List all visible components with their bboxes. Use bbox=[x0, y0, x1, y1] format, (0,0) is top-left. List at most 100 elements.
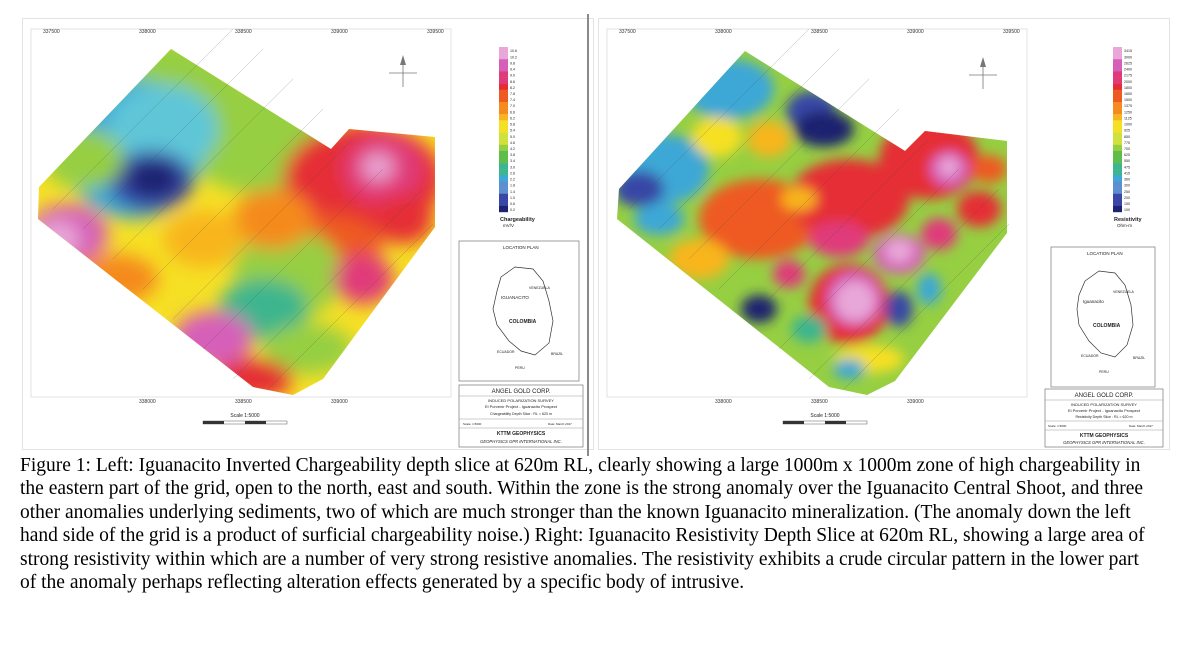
x-tick: 339000 bbox=[907, 399, 924, 405]
north-arrow-icon bbox=[969, 57, 997, 89]
x-tick: 339000 bbox=[331, 399, 348, 405]
legend-swatch bbox=[1113, 71, 1122, 78]
legend-value: 7.8 bbox=[510, 92, 515, 96]
legend-swatch bbox=[499, 108, 508, 115]
legend-value: 5.8 bbox=[510, 123, 515, 127]
legend-value: 4.6 bbox=[510, 141, 515, 145]
contractor-name: KTTM GEOPHYSICS bbox=[1080, 433, 1129, 439]
legend-value: 3000 bbox=[1124, 55, 1132, 59]
legend-swatch bbox=[1113, 83, 1122, 90]
legend-value: 1800 bbox=[1124, 86, 1132, 90]
legend-value: 3.0 bbox=[510, 165, 515, 169]
legend-swatch bbox=[499, 47, 508, 54]
legend-value: 5.0 bbox=[510, 135, 515, 139]
contractor-name: KTTM GEOPHYSICS bbox=[497, 431, 546, 437]
legend-swatch bbox=[1113, 108, 1122, 115]
legend-value: 200 bbox=[1124, 196, 1130, 200]
legend-value: 9.0 bbox=[510, 74, 515, 78]
chargeability-map-panel: 337500 338000 338500 339000 339500 33800… bbox=[22, 18, 594, 450]
date-text: Date: March 2017 bbox=[1129, 424, 1153, 428]
legend-value: 150 bbox=[1124, 202, 1130, 206]
legend-swatch bbox=[499, 65, 508, 72]
legend-value: 1.4 bbox=[510, 190, 515, 194]
date-text: Date: March 2017 bbox=[548, 422, 572, 426]
legend-swatch bbox=[1113, 77, 1122, 84]
legend-title: Resistivity bbox=[1114, 217, 1142, 223]
scale-text: Scale: 1:5000 bbox=[1048, 424, 1067, 428]
legend-value: 1.0 bbox=[510, 196, 515, 200]
legend-swatch bbox=[499, 193, 508, 200]
legend-value: 0.2 bbox=[510, 208, 515, 212]
x-tick: 339000 bbox=[331, 29, 348, 35]
scale-bar: Scale 1:5000 bbox=[202, 413, 288, 425]
x-tick: 338000 bbox=[715, 29, 732, 35]
x-tick: 339500 bbox=[1003, 29, 1020, 35]
country-label: COLOMBIA bbox=[509, 319, 537, 325]
x-ticks: 337500 338000 338500 339000 339500 33800… bbox=[43, 29, 444, 405]
country-label: COLOMBIA bbox=[1093, 323, 1121, 329]
legend-swatch bbox=[1113, 169, 1122, 176]
legend-swatch bbox=[499, 102, 508, 109]
legend-value: 2625 bbox=[1124, 61, 1132, 65]
legend-swatch bbox=[499, 132, 508, 139]
chargeability-field bbox=[38, 49, 435, 395]
title-block: ANGEL GOLD CORP. INDUCED POLARIZATION SU… bbox=[458, 384, 584, 448]
legend-value: 925 bbox=[1124, 129, 1130, 133]
panel-divider bbox=[587, 14, 589, 456]
legend-title: Chargeability bbox=[500, 217, 536, 223]
x-tick: 337500 bbox=[43, 29, 60, 35]
figure-caption: Figure 1: Left: Iguanacito Inverted Char… bbox=[20, 454, 1160, 594]
legend-value: 475 bbox=[1124, 165, 1130, 169]
legend-swatch bbox=[1113, 199, 1122, 207]
legend-value: 775 bbox=[1124, 141, 1130, 145]
legend-value: 7.4 bbox=[510, 98, 515, 102]
legend-swatch bbox=[499, 71, 508, 78]
resistivity-legend: 3415 3000 2625 2400 2175 2000 1800 1650 1500 1375… bbox=[1113, 47, 1142, 228]
legend-value: 1375 bbox=[1124, 104, 1132, 108]
legend-value: 2000 bbox=[1124, 80, 1132, 84]
legend-value: 0.6 bbox=[510, 202, 515, 206]
colombia-outline-icon bbox=[492, 266, 554, 356]
legend-value: 1.8 bbox=[510, 184, 515, 188]
x-tick: 338500 bbox=[811, 29, 828, 35]
neighbor-label: ECUADOR bbox=[1081, 354, 1099, 358]
legend-value: 10.6 bbox=[510, 49, 517, 53]
x-tick: 338500 bbox=[811, 399, 828, 405]
resistivity-field bbox=[617, 51, 1007, 395]
contractor-name-2: GEOPHYSICS GPR INTERNATIONAL INC. bbox=[480, 439, 562, 444]
legend-swatch bbox=[499, 95, 508, 103]
legend-unit: mV/V bbox=[503, 223, 514, 228]
x-tick: 338500 bbox=[235, 399, 252, 405]
location-label: IGUANACITO bbox=[501, 295, 529, 300]
legend-value: 625 bbox=[1124, 153, 1130, 157]
legend-swatch bbox=[499, 175, 508, 182]
legend-swatch bbox=[499, 120, 508, 127]
legend-value: 10.2 bbox=[510, 55, 517, 59]
survey-name: INDUCED POLARIZATION SURVEY bbox=[1071, 402, 1137, 407]
legend-swatch bbox=[1113, 144, 1122, 152]
neighbor-label: PERU bbox=[1099, 370, 1109, 374]
survey-name: INDUCED POLARIZATION SURVEY bbox=[488, 398, 554, 403]
legend-value: 3.4 bbox=[510, 159, 515, 163]
x-ticks: 337500 338000 338500 339000 339500 33800… bbox=[619, 29, 1020, 405]
legend-value: 100 bbox=[1124, 208, 1130, 212]
x-tick: 338000 bbox=[139, 29, 156, 35]
legend-swatch bbox=[1113, 181, 1122, 188]
legend-swatch bbox=[1113, 126, 1122, 133]
legend-swatch bbox=[1113, 205, 1122, 213]
legend-value: 1650 bbox=[1124, 92, 1132, 96]
project-name: El Porvenir Project - Iguanacito Prospec… bbox=[485, 404, 558, 409]
legend-value: 415 bbox=[1124, 171, 1130, 175]
legend-value: 8.6 bbox=[510, 80, 515, 84]
legend-swatch bbox=[1113, 89, 1122, 97]
legend-value: 9.8 bbox=[510, 61, 515, 65]
x-tick: 339500 bbox=[427, 29, 444, 35]
legend-value: 3.8 bbox=[510, 153, 515, 157]
location-plan: LOCATION PLAN Iguanacito COLOMBIA VENEZU… bbox=[1050, 246, 1156, 388]
legend-swatch bbox=[499, 187, 508, 194]
neighbor-label: BRAZIL bbox=[551, 352, 563, 356]
north-arrow-icon bbox=[389, 55, 417, 87]
resistivity-map-panel: 337500 338000 338500 339000 339500 33800… bbox=[598, 18, 1170, 450]
legend-value: 850 bbox=[1124, 135, 1130, 139]
legend-value: 2.6 bbox=[510, 171, 515, 175]
